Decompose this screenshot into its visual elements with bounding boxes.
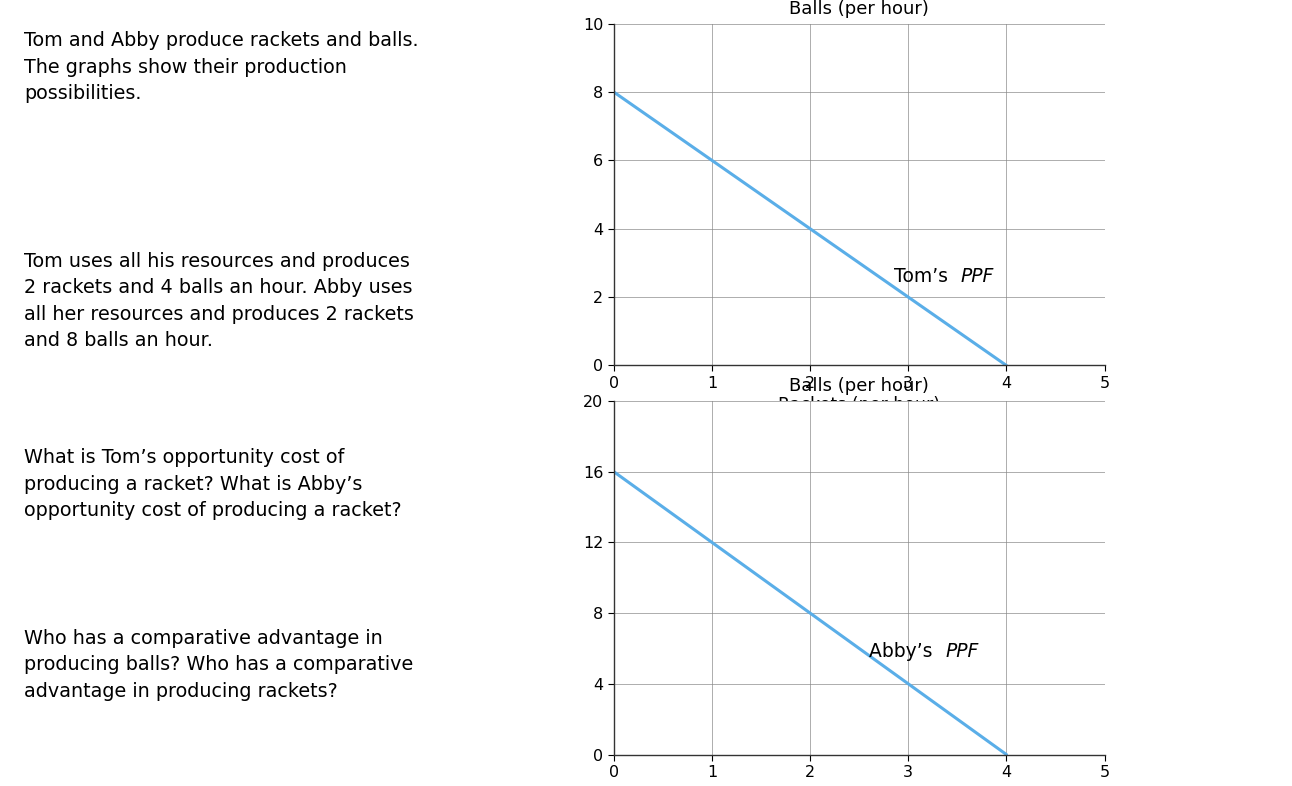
X-axis label: Rackets (per hour): Rackets (per hour): [778, 396, 941, 414]
Text: Tom and Abby produce rackets and balls.
The graphs show their production
possibi: Tom and Abby produce rackets and balls. …: [25, 31, 419, 104]
Text: Who has a comparative advantage in
producing balls? Who has a comparative
advant: Who has a comparative advantage in produ…: [25, 629, 413, 701]
Text: Abby’s: Abby’s: [870, 642, 938, 662]
Title: Balls (per hour): Balls (per hour): [789, 377, 929, 395]
Text: PPF: PPF: [960, 267, 994, 286]
Text: What is Tom’s opportunity cost of
producing a racket? What is Abby’s
opportunity: What is Tom’s opportunity cost of produc…: [25, 448, 402, 520]
Text: Tom uses all his resources and produces
2 rackets and 4 balls an hour. Abby uses: Tom uses all his resources and produces …: [25, 252, 415, 350]
Title: Balls (per hour): Balls (per hour): [789, 0, 929, 18]
Text: PPF: PPF: [946, 642, 979, 662]
Text: Tom’s: Tom’s: [894, 267, 953, 286]
